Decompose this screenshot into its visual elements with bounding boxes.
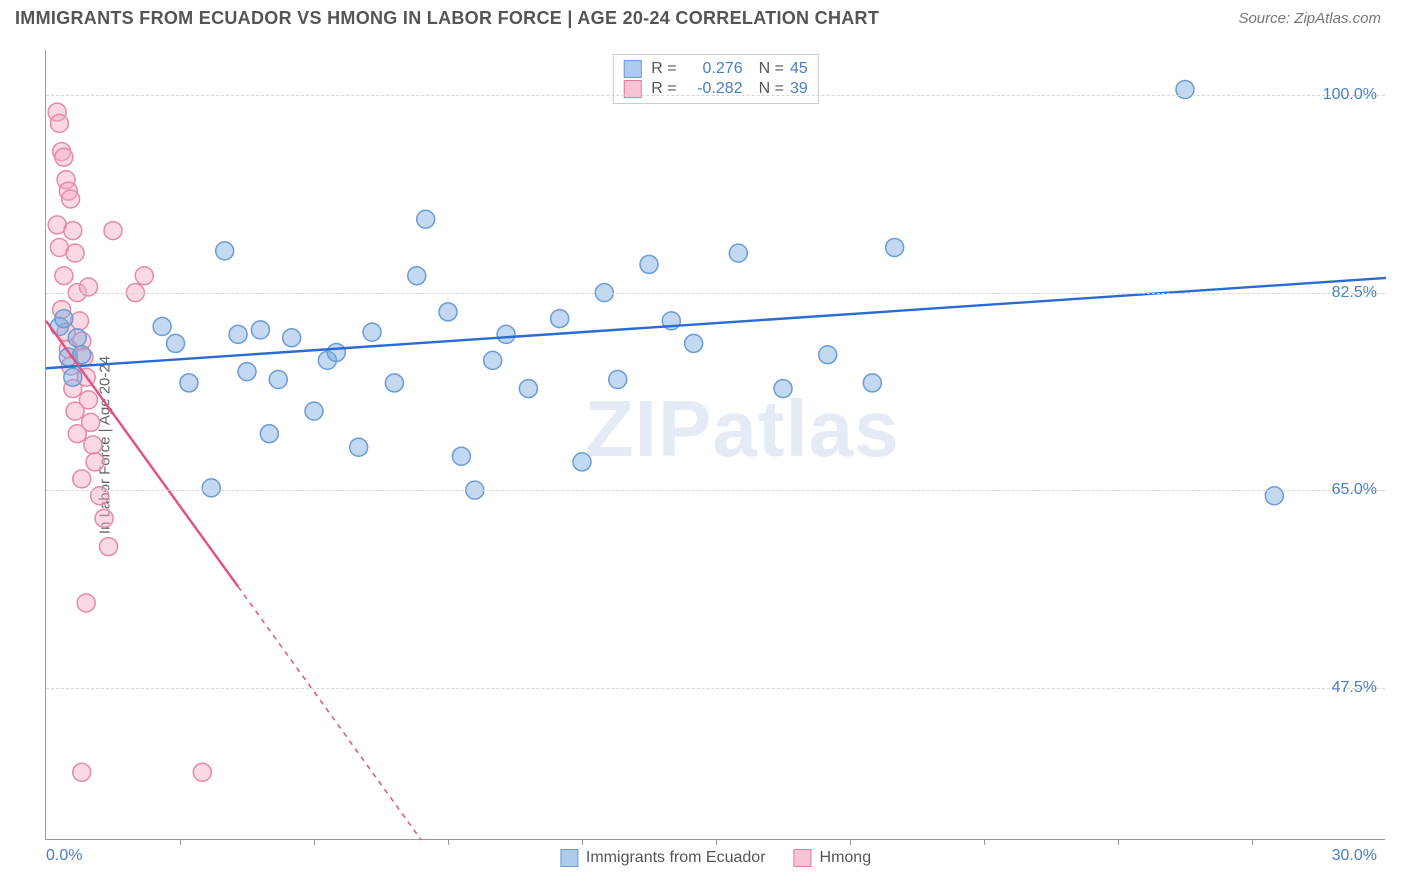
scatter-point: [104, 222, 122, 240]
chart-plot-area: In Labor Force | Age 20-24 0.0% 30.0% ZI…: [45, 50, 1385, 840]
scatter-point: [497, 325, 515, 343]
legend-swatch-hmong: [794, 849, 812, 867]
scatter-point: [573, 453, 591, 471]
scatter-point: [385, 374, 403, 392]
x-tick: [1118, 839, 1119, 845]
legend-r-value: 0.276: [683, 60, 743, 78]
scatter-point: [153, 318, 171, 336]
x-tick: [448, 839, 449, 845]
legend-label: Immigrants from Ecuador: [586, 849, 766, 867]
scatter-point: [66, 244, 84, 262]
scatter-point: [484, 351, 502, 369]
gridline: [46, 490, 1385, 491]
scatter-point: [73, 763, 91, 781]
x-tick: [314, 839, 315, 845]
scatter-point: [66, 402, 84, 420]
y-tick-label: 82.5%: [1332, 284, 1377, 302]
scatter-point: [327, 343, 345, 361]
legend-swatch-ecuador: [623, 60, 641, 78]
scatter-point: [135, 267, 153, 285]
scatter-point: [886, 239, 904, 257]
legend-stats-row: R = 0.276 N = 45: [623, 59, 807, 79]
regression-line: [46, 278, 1386, 368]
scatter-point: [216, 242, 234, 260]
legend-n-value: 45: [790, 60, 808, 78]
scatter-point: [62, 190, 80, 208]
scatter-point: [408, 267, 426, 285]
scatter-point: [229, 325, 247, 343]
scatter-point: [68, 329, 86, 347]
scatter-svg: [46, 50, 1385, 839]
scatter-point: [439, 303, 457, 321]
scatter-point: [193, 763, 211, 781]
scatter-point: [729, 244, 747, 262]
scatter-point: [238, 363, 256, 381]
legend-label: Hmong: [820, 849, 872, 867]
scatter-point: [95, 509, 113, 527]
scatter-point: [269, 371, 287, 389]
x-tick: [180, 839, 181, 845]
scatter-point: [100, 538, 118, 556]
gridline: [46, 293, 1385, 294]
scatter-point: [64, 368, 82, 386]
scatter-point: [55, 267, 73, 285]
x-tick: [1252, 839, 1253, 845]
legend-bottom: Immigrants from Ecuador Hmong: [560, 849, 871, 867]
x-tick: [582, 839, 583, 845]
scatter-point: [519, 380, 537, 398]
gridline: [46, 95, 1385, 96]
regression-line-dashed: [238, 587, 421, 840]
scatter-point: [685, 334, 703, 352]
scatter-point: [305, 402, 323, 420]
y-tick-label: 65.0%: [1332, 481, 1377, 499]
scatter-point: [863, 374, 881, 392]
x-tick: [984, 839, 985, 845]
scatter-point: [68, 425, 86, 443]
scatter-point: [202, 479, 220, 497]
scatter-point: [363, 323, 381, 341]
y-tick-label: 47.5%: [1332, 679, 1377, 697]
scatter-point: [640, 255, 658, 273]
scatter-point: [350, 438, 368, 456]
scatter-point: [73, 470, 91, 488]
y-tick-label: 100.0%: [1323, 86, 1377, 104]
x-tick: [850, 839, 851, 845]
x-tick: [716, 839, 717, 845]
scatter-point: [819, 346, 837, 364]
scatter-point: [417, 210, 435, 228]
legend-stats-box: R = 0.276 N = 45 R = -0.282 N = 39: [612, 54, 818, 104]
scatter-point: [251, 321, 269, 339]
x-axis-max-label: 30.0%: [1332, 847, 1377, 865]
chart-title: IMMIGRANTS FROM ECUADOR VS HMONG IN LABO…: [15, 8, 879, 29]
legend-n-label: N =: [759, 60, 784, 78]
scatter-point: [551, 310, 569, 328]
legend-swatch-ecuador: [560, 849, 578, 867]
scatter-point: [84, 436, 102, 454]
chart-source: Source: ZipAtlas.com: [1238, 10, 1381, 27]
scatter-point: [86, 453, 104, 471]
scatter-point: [180, 374, 198, 392]
scatter-point: [774, 380, 792, 398]
scatter-point: [609, 371, 627, 389]
gridline: [46, 688, 1385, 689]
scatter-point: [77, 594, 95, 612]
scatter-point: [167, 334, 185, 352]
scatter-point: [283, 329, 301, 347]
scatter-point: [55, 148, 73, 166]
scatter-point: [50, 114, 68, 132]
legend-r-label: R =: [651, 60, 676, 78]
legend-item-hmong: Hmong: [794, 849, 872, 867]
scatter-point: [55, 310, 73, 328]
legend-item-ecuador: Immigrants from Ecuador: [560, 849, 766, 867]
scatter-point: [64, 222, 82, 240]
scatter-point: [260, 425, 278, 443]
x-axis-min-label: 0.0%: [46, 847, 82, 865]
scatter-point: [452, 447, 470, 465]
